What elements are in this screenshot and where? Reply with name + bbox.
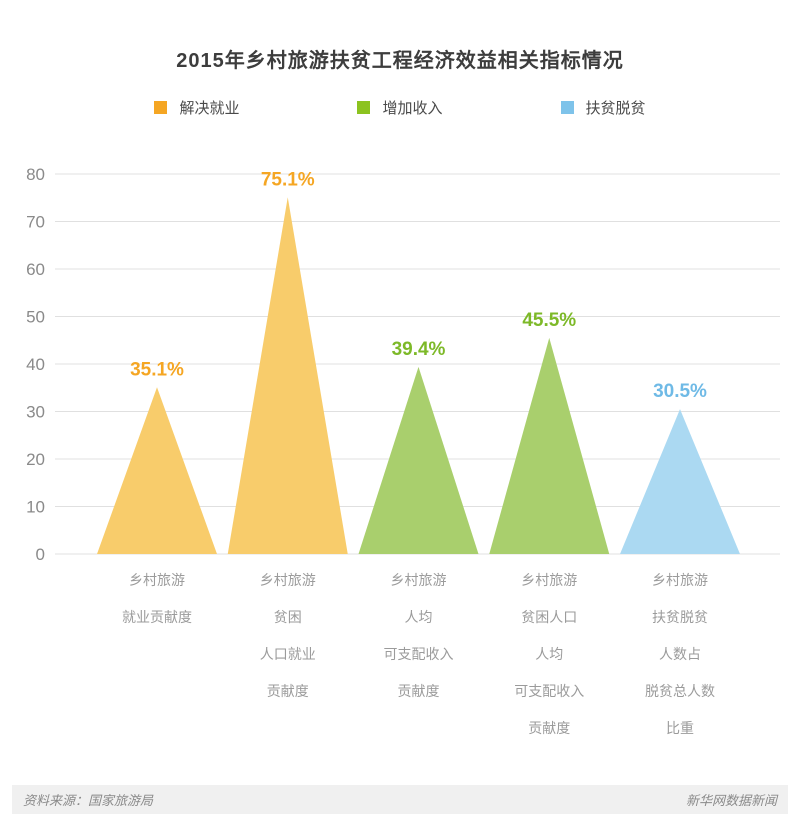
legend-item-employment: 解决就业 (154, 97, 239, 118)
category-label-line: 比重 (666, 720, 694, 736)
category-label-line: 乡村旅游 (652, 572, 708, 588)
y-tick-label: 80 (26, 165, 45, 184)
page-title: 2015年乡村旅游扶贫工程经济效益相关指标情况 (176, 50, 624, 72)
category-label-line: 乡村旅游 (129, 572, 185, 588)
legend-item-poverty: 扶贫脱贫 (560, 97, 646, 118)
legend-swatch-blue-icon (560, 101, 574, 114)
legend-swatch-green-icon (357, 101, 371, 114)
legend: 解决就业 增加收入 扶贫脱贫 (0, 97, 800, 118)
legend-label: 增加收入 (382, 100, 443, 117)
category-label-line: 可支配收入 (383, 646, 454, 662)
legend-swatch-orange-icon (154, 101, 168, 114)
triangle-bar (358, 366, 479, 554)
category-label-line: 贡献度 (528, 720, 571, 736)
y-tick-label: 50 (26, 308, 45, 327)
y-tick-label: 20 (26, 450, 45, 469)
category-label: 乡村旅游贫困人口人均可支配收入贡献度 (479, 562, 619, 747)
y-tick-label: 30 (26, 403, 45, 422)
category-label-line: 脱贫总人数 (645, 683, 715, 699)
value-label: 45.5% (522, 310, 576, 331)
value-label: 39.4% (392, 339, 446, 360)
category-label: 乡村旅游贫困人口就业贡献度 (218, 562, 358, 710)
y-tick-label: 70 (26, 213, 45, 232)
category-label-line: 就业贡献度 (122, 609, 192, 625)
category-label: 乡村旅游扶贫脱贫人数占脱贫总人数比重 (610, 562, 750, 747)
category-label-line: 扶贫脱贫 (652, 609, 708, 625)
legend-label: 解决就业 (179, 100, 240, 117)
category-label-line: 人数占 (659, 646, 701, 662)
credit: 新华网数据新闻 (685, 793, 777, 808)
value-label: 75.1% (261, 169, 315, 190)
category-label: 乡村旅游人均可支配收入贡献度 (349, 562, 489, 710)
y-tick-label: 60 (26, 260, 45, 279)
category-label: 乡村旅游 就业贡献度 (87, 562, 227, 636)
triangle-bar (489, 337, 610, 554)
y-tick-label: 10 (26, 498, 45, 517)
legend-label: 扶贫脱贫 (585, 100, 646, 117)
category-label-line: 乡村旅游 (259, 572, 316, 588)
triangle-bar (227, 197, 348, 554)
category-label-line: 贫困人口 (521, 609, 578, 625)
category-label-line: 人均 (535, 646, 564, 662)
triangle-bar (97, 387, 217, 554)
y-tick-label: 40 (26, 355, 45, 374)
category-label-line: 乡村旅游 (521, 572, 578, 588)
category-label-line: 人均 (404, 609, 433, 625)
category-label-line: 可支配收入 (514, 683, 585, 699)
value-label: 35.1% (130, 359, 184, 380)
category-label-line: 贡献度 (266, 683, 309, 699)
triangle-bar (620, 409, 740, 554)
legend-item-income: 增加收入 (357, 97, 443, 118)
category-label-line: 贫困 (273, 609, 302, 625)
category-label-line: 人口就业 (259, 646, 316, 662)
value-label: 30.5% (653, 381, 707, 402)
y-tick-label: 0 (36, 545, 45, 564)
category-label-line: 乡村旅游 (390, 572, 447, 588)
category-label-line: 贡献度 (397, 683, 440, 699)
footer-bar: 资料来源：国家旅游局 新华网数据新闻 (12, 785, 788, 814)
data-source: 资料来源：国家旅游局 (23, 793, 154, 808)
